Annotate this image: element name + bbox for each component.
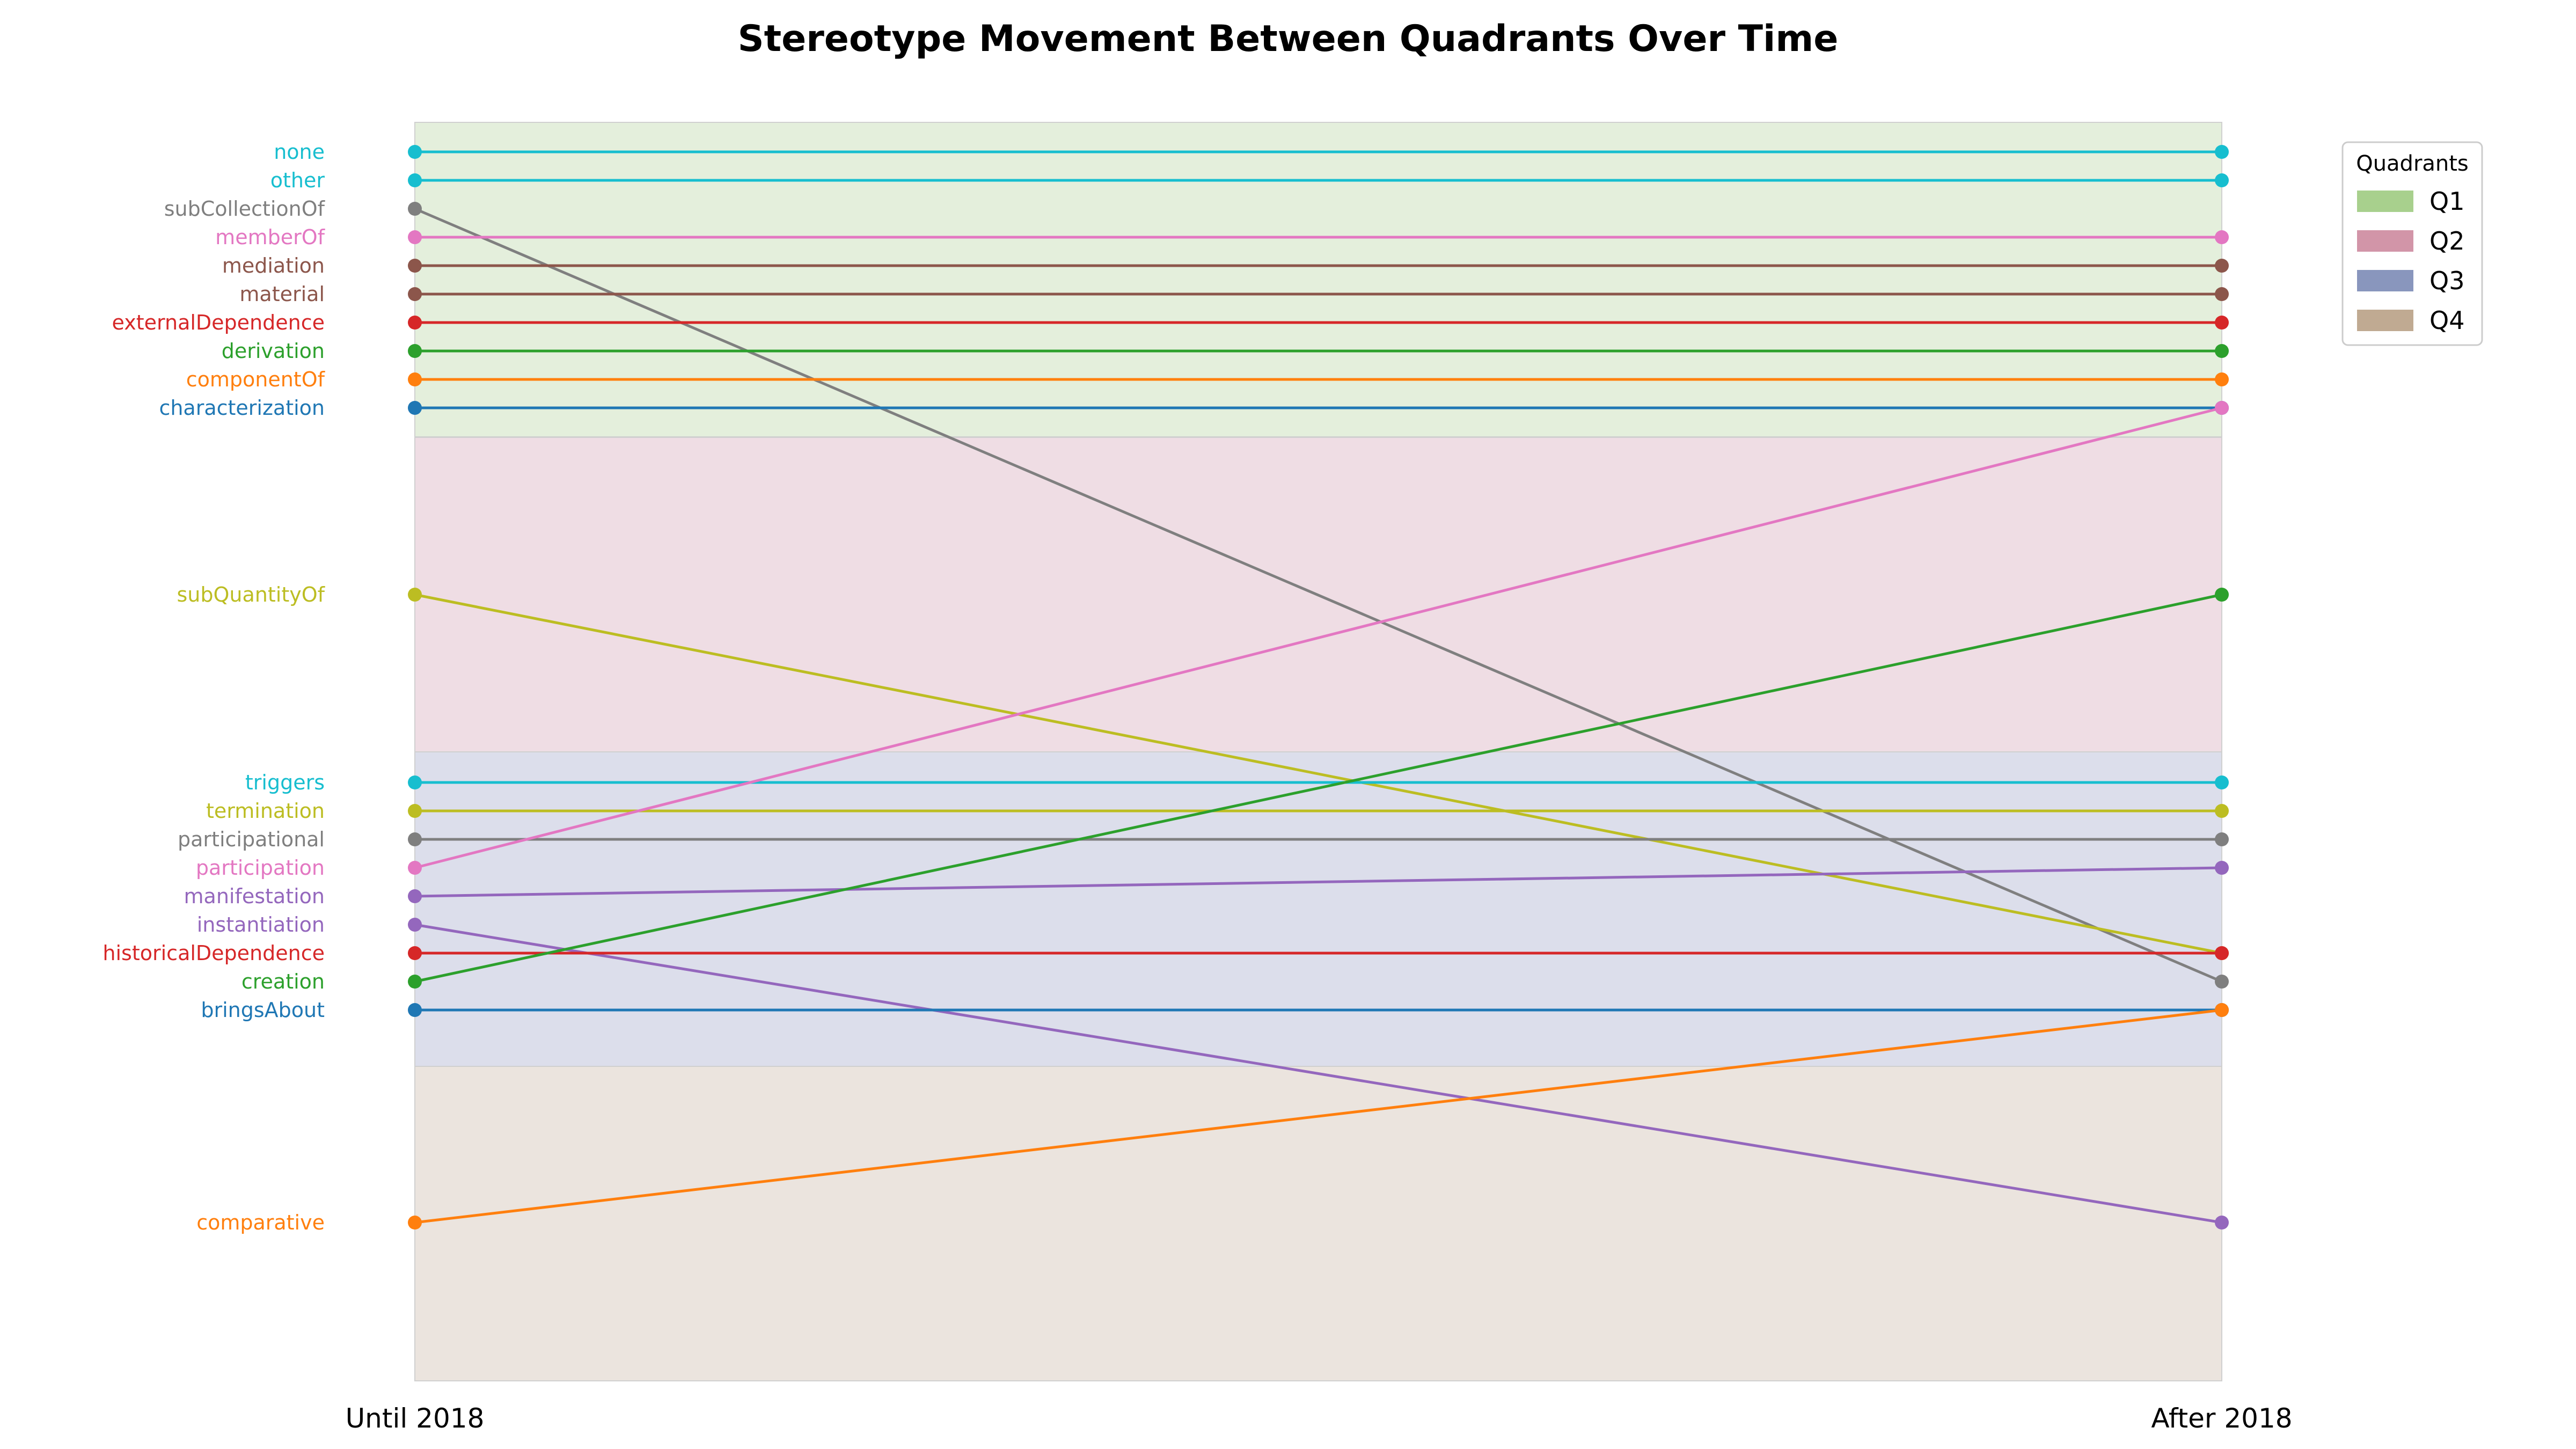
series-label-creation: creation <box>241 970 325 993</box>
series-label-participational: participational <box>178 828 325 851</box>
point-start-component-of <box>408 372 422 386</box>
series-line-participation <box>414 406 2222 869</box>
point-start-external-dependence <box>408 316 422 330</box>
quadrant-band-q4 <box>414 1066 2222 1381</box>
series-label-instantiation: instantiation <box>197 913 325 936</box>
point-start-mediation <box>408 259 422 273</box>
series-points <box>408 145 2229 1230</box>
series-line-sub-quantity-of <box>414 593 2222 955</box>
series-label-termination: termination <box>206 799 325 823</box>
legend-label-q4: Q4 <box>2429 306 2464 335</box>
legend-items: Q1 Q2 Q3 Q4 <box>2357 187 2464 335</box>
point-end-none <box>2215 145 2229 159</box>
quadrant-band-q3 <box>414 751 2222 1067</box>
point-start-participational <box>408 832 422 846</box>
legend-swatch-q1 <box>2357 191 2413 212</box>
point-end-creation <box>2215 588 2229 602</box>
point-start-sub-quantity-of <box>408 588 422 602</box>
point-start-comparative <box>408 1216 422 1230</box>
series-label-characterization: characterization <box>159 396 325 420</box>
series-label-sub-collection-of: subCollectionOf <box>164 197 326 221</box>
point-start-termination <box>408 804 422 818</box>
legend-title: Quadrants <box>2356 151 2469 176</box>
series-labels: none other subCollectionOf memberOf mediatio… <box>103 140 325 1234</box>
point-end-participational <box>2215 832 2229 846</box>
point-start-historical-dependence <box>408 946 422 960</box>
point-start-participation <box>408 861 422 875</box>
point-start-creation <box>408 975 422 989</box>
point-start-sub-collection-of <box>408 202 422 216</box>
series-label-component-of: componentOf <box>186 368 326 391</box>
series-label-material: material <box>239 282 325 306</box>
point-end-instantiation <box>2215 1216 2229 1230</box>
point-start-triggers <box>408 775 422 789</box>
legend-label-q1: Q1 <box>2429 187 2464 216</box>
quadrant-band-q1 <box>414 122 2222 437</box>
series-line-manifestation <box>414 866 2222 898</box>
point-start-derivation <box>408 344 422 358</box>
series-label-none: none <box>274 140 325 164</box>
series-label-participation: participation <box>196 856 325 880</box>
point-start-material <box>408 287 422 301</box>
series-label-member-of: memberOf <box>215 225 325 249</box>
chart-title: Stereotype Movement Between Quadrants Ov… <box>738 18 1839 60</box>
point-end-member-of <box>2215 230 2229 244</box>
legend-swatch-q2 <box>2357 230 2413 252</box>
legend-swatch-q4 <box>2357 310 2413 331</box>
point-start-instantiation <box>408 918 422 932</box>
point-end-triggers <box>2215 775 2229 789</box>
point-end-other <box>2215 173 2229 187</box>
point-end-external-dependence <box>2215 316 2229 330</box>
legend-label-q3: Q3 <box>2429 266 2464 295</box>
series-lines <box>414 150 2222 1224</box>
series-label-other: other <box>270 169 325 192</box>
series-line-comparative <box>414 1008 2222 1224</box>
point-start-manifestation <box>408 889 422 903</box>
legend-label-q2: Q2 <box>2429 226 2464 255</box>
point-start-other <box>408 173 422 187</box>
point-start-member-of <box>408 230 422 244</box>
series-label-derivation: derivation <box>222 339 325 363</box>
point-start-none <box>408 145 422 159</box>
point-end-material <box>2215 287 2229 301</box>
series-line-creation <box>414 593 2222 983</box>
series-label-historical-dependence: historicalDependence <box>103 941 325 965</box>
legend: Quadrants Q1 Q2 Q3 Q4 <box>2341 141 2483 346</box>
series-label-triggers: triggers <box>245 771 325 794</box>
point-end-manifestation <box>2215 861 2229 875</box>
point-start-brings-about <box>408 1003 422 1017</box>
series-label-manifestation: manifestation <box>184 884 325 908</box>
legend-swatch-q3 <box>2357 270 2413 291</box>
series-line-sub-collection-of <box>414 207 2222 983</box>
series-label-mediation: mediation <box>222 254 325 277</box>
point-end-sub-collection-of <box>2215 975 2229 989</box>
series-label-external-dependence: externalDependence <box>112 311 325 334</box>
series-label-comparative: comparative <box>196 1211 325 1234</box>
series-label-brings-about: bringsAbout <box>201 998 325 1022</box>
series-label-sub-quantity-of: subQuantityOf <box>177 583 326 606</box>
point-end-termination <box>2215 804 2229 818</box>
x-tick-label-after-2018: After 2018 <box>2151 1403 2292 1434</box>
point-start-characterization <box>408 401 422 415</box>
quadrant-bands <box>414 122 2222 1381</box>
point-end-component-of <box>2215 372 2229 386</box>
point-end-participation <box>2215 401 2229 415</box>
point-end-historical-dependence <box>2215 946 2229 960</box>
point-end-mediation <box>2215 259 2229 273</box>
x-tick-label-until-2018: Until 2018 <box>346 1403 485 1434</box>
series-line-instantiation <box>414 923 2222 1224</box>
point-end-comparative <box>2215 1003 2229 1017</box>
point-end-derivation <box>2215 344 2229 358</box>
